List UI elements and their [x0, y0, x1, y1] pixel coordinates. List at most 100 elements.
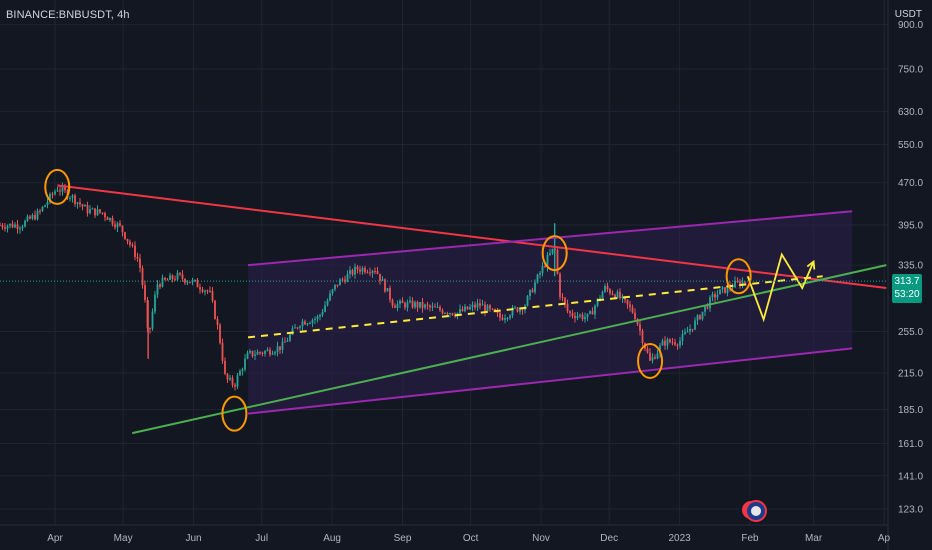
candle-body [529, 289, 531, 297]
candle-body [606, 285, 609, 290]
candle-body [581, 314, 584, 320]
candle-body [61, 187, 64, 192]
candle-body [24, 220, 26, 227]
candle-body [29, 216, 31, 219]
candle-body [71, 195, 74, 198]
symbol-label[interactable]: BINANCE:BNBUSDT, 4h [6, 9, 130, 21]
candle-body [211, 290, 214, 301]
candle-body [54, 191, 56, 195]
x-tick-label: Mar [805, 533, 823, 544]
candle-body [231, 377, 234, 385]
candle-body [79, 202, 81, 205]
candle-body [716, 294, 719, 298]
candle-body [421, 301, 424, 308]
y-tick-label: 395.0 [898, 221, 923, 232]
candle-body [226, 373, 229, 380]
candle-body [364, 268, 366, 273]
candle-body [539, 273, 541, 275]
candle-body [136, 256, 139, 259]
candle-body [436, 306, 439, 308]
candle-body [34, 215, 36, 220]
candle-body [244, 358, 246, 370]
x-tick-label: Nov [532, 533, 550, 544]
candle-body [589, 311, 591, 314]
candle-body [731, 287, 734, 289]
candle-body [234, 384, 236, 387]
economic-events-icon[interactable] [740, 498, 767, 522]
candle-body [316, 316, 319, 319]
candle-body [101, 212, 104, 214]
candle-body [384, 279, 386, 292]
candle-body [174, 279, 176, 281]
candle-body [9, 223, 11, 226]
candle-body [329, 293, 331, 301]
candle-body [526, 296, 529, 306]
candle-body [516, 307, 519, 312]
candle-body [404, 303, 406, 308]
candle-body [84, 205, 86, 207]
candle-body [434, 306, 436, 308]
candle-body [651, 357, 654, 361]
candle-body [371, 270, 374, 274]
candle-body [209, 290, 211, 292]
candle-body [661, 340, 664, 346]
candle-body [26, 216, 29, 221]
candle-body [691, 328, 694, 330]
candle-body [306, 323, 309, 325]
candle-body [669, 339, 671, 343]
candle-body [129, 241, 131, 245]
candle-body [339, 279, 341, 286]
candle-body [426, 304, 429, 306]
candle-body [169, 275, 171, 280]
candle-body [681, 334, 684, 341]
candle-body [59, 190, 61, 192]
candle-body [6, 225, 9, 229]
candle-body [49, 193, 51, 202]
candle-body [399, 300, 401, 304]
candle-body [294, 327, 296, 329]
candle-body [679, 340, 681, 346]
candle-body [466, 306, 469, 310]
candle-body [611, 293, 614, 295]
candle-body [134, 245, 136, 257]
candle-body [206, 290, 209, 292]
candle-body [711, 294, 714, 298]
candle-body [706, 306, 709, 309]
candle-body [619, 291, 621, 299]
candle-body [519, 308, 521, 312]
candle-body [251, 350, 254, 356]
candle-body [354, 266, 356, 275]
candle-body [236, 375, 239, 387]
candle-body [64, 187, 66, 191]
y-tick-label: 255.0 [898, 327, 923, 338]
candle-body [186, 282, 189, 284]
candle-body [659, 345, 661, 354]
y-tick-label: 470.0 [898, 178, 923, 189]
candle-body [16, 224, 19, 229]
candle-body [636, 319, 639, 325]
candle-body [51, 193, 54, 195]
candle-body [216, 318, 219, 325]
candle-body [124, 232, 126, 239]
candle-body [389, 288, 391, 300]
candle-body [204, 290, 206, 292]
projection-arrowhead [806, 259, 816, 270]
candle-body [94, 208, 96, 216]
candle-body [321, 311, 324, 315]
candle-body [549, 253, 551, 256]
candle-body [81, 204, 84, 207]
candle-body [591, 311, 594, 315]
candle-body [266, 349, 269, 352]
projection-path [746, 252, 815, 323]
candle-body [486, 305, 489, 312]
candle-body [289, 334, 291, 341]
candles [0, 182, 746, 391]
y-tick-label: 215.0 [898, 369, 923, 380]
x-tick-label: Oct [463, 533, 479, 544]
candle-body [301, 321, 304, 327]
candle-body [199, 287, 201, 290]
candle-body [351, 270, 354, 275]
candle-body [334, 284, 336, 290]
candle-body [739, 281, 741, 286]
